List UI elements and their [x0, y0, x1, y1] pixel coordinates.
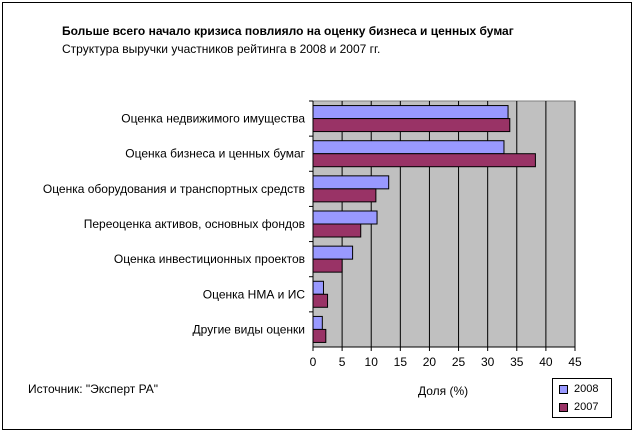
- category-label: Оценка бизнеса и ценных бумаг: [125, 147, 305, 161]
- bar-2008-4: [312, 210, 378, 225]
- chart-subtitle: Структура выручки участников рейтинга в …: [62, 42, 381, 56]
- bar-2007-6: [312, 293, 329, 308]
- bar-2008-1: [312, 105, 509, 120]
- chart-title: Больше всего начало кризиса повлияло на …: [62, 24, 514, 38]
- legend-item-2008: 2008: [559, 383, 598, 395]
- category-label: Переоценка активов, основных фондов: [84, 217, 305, 231]
- x-tick-label: 40: [539, 355, 553, 369]
- x-tick-label: 45: [568, 355, 582, 369]
- category-label: Другие виды оценки: [193, 322, 305, 336]
- legend-swatch-2007: [559, 402, 568, 412]
- bar-2007-1: [312, 118, 511, 133]
- x-tick-label: 0: [310, 355, 317, 369]
- legend-swatch-2008: [559, 384, 568, 394]
- source-note: Источник: "Эксперт РА": [28, 382, 159, 396]
- x-tick-label: 10: [365, 355, 379, 369]
- bar-2007-3: [312, 188, 377, 203]
- x-tick-label: 35: [510, 355, 524, 369]
- bar-2007-2: [312, 153, 536, 168]
- bar-2008-5: [312, 245, 354, 260]
- bar-2007-4: [312, 223, 362, 238]
- bar-2007-7: [312, 328, 327, 343]
- x-tick-label: 15: [394, 355, 408, 369]
- category-label: Оценка НМА и ИС: [203, 287, 306, 301]
- x-tick-label: 30: [481, 355, 495, 369]
- x-tick-label: 20: [423, 355, 437, 369]
- bar-2007-5: [312, 258, 343, 273]
- legend: 2008 2007: [552, 378, 612, 418]
- bar-2008-3: [312, 175, 390, 190]
- category-label: Оценка оборудования и транспортных средс…: [43, 182, 305, 196]
- legend-label-2007: 2007: [574, 401, 599, 414]
- bar-2008-7: [312, 315, 323, 330]
- x-tick-label: 5: [339, 355, 346, 369]
- x-axis-label: Доля (%): [418, 384, 469, 398]
- bar-2008-6: [312, 280, 324, 295]
- legend-item-2007: 2007: [559, 401, 598, 413]
- bar-2008-2: [312, 140, 505, 155]
- category-label: Оценка недвижимого имущества: [121, 112, 305, 126]
- legend-label-2008: 2008: [574, 383, 599, 396]
- category-label: Оценка инвестиционных проектов: [114, 252, 305, 266]
- x-tick-label: 25: [452, 355, 466, 369]
